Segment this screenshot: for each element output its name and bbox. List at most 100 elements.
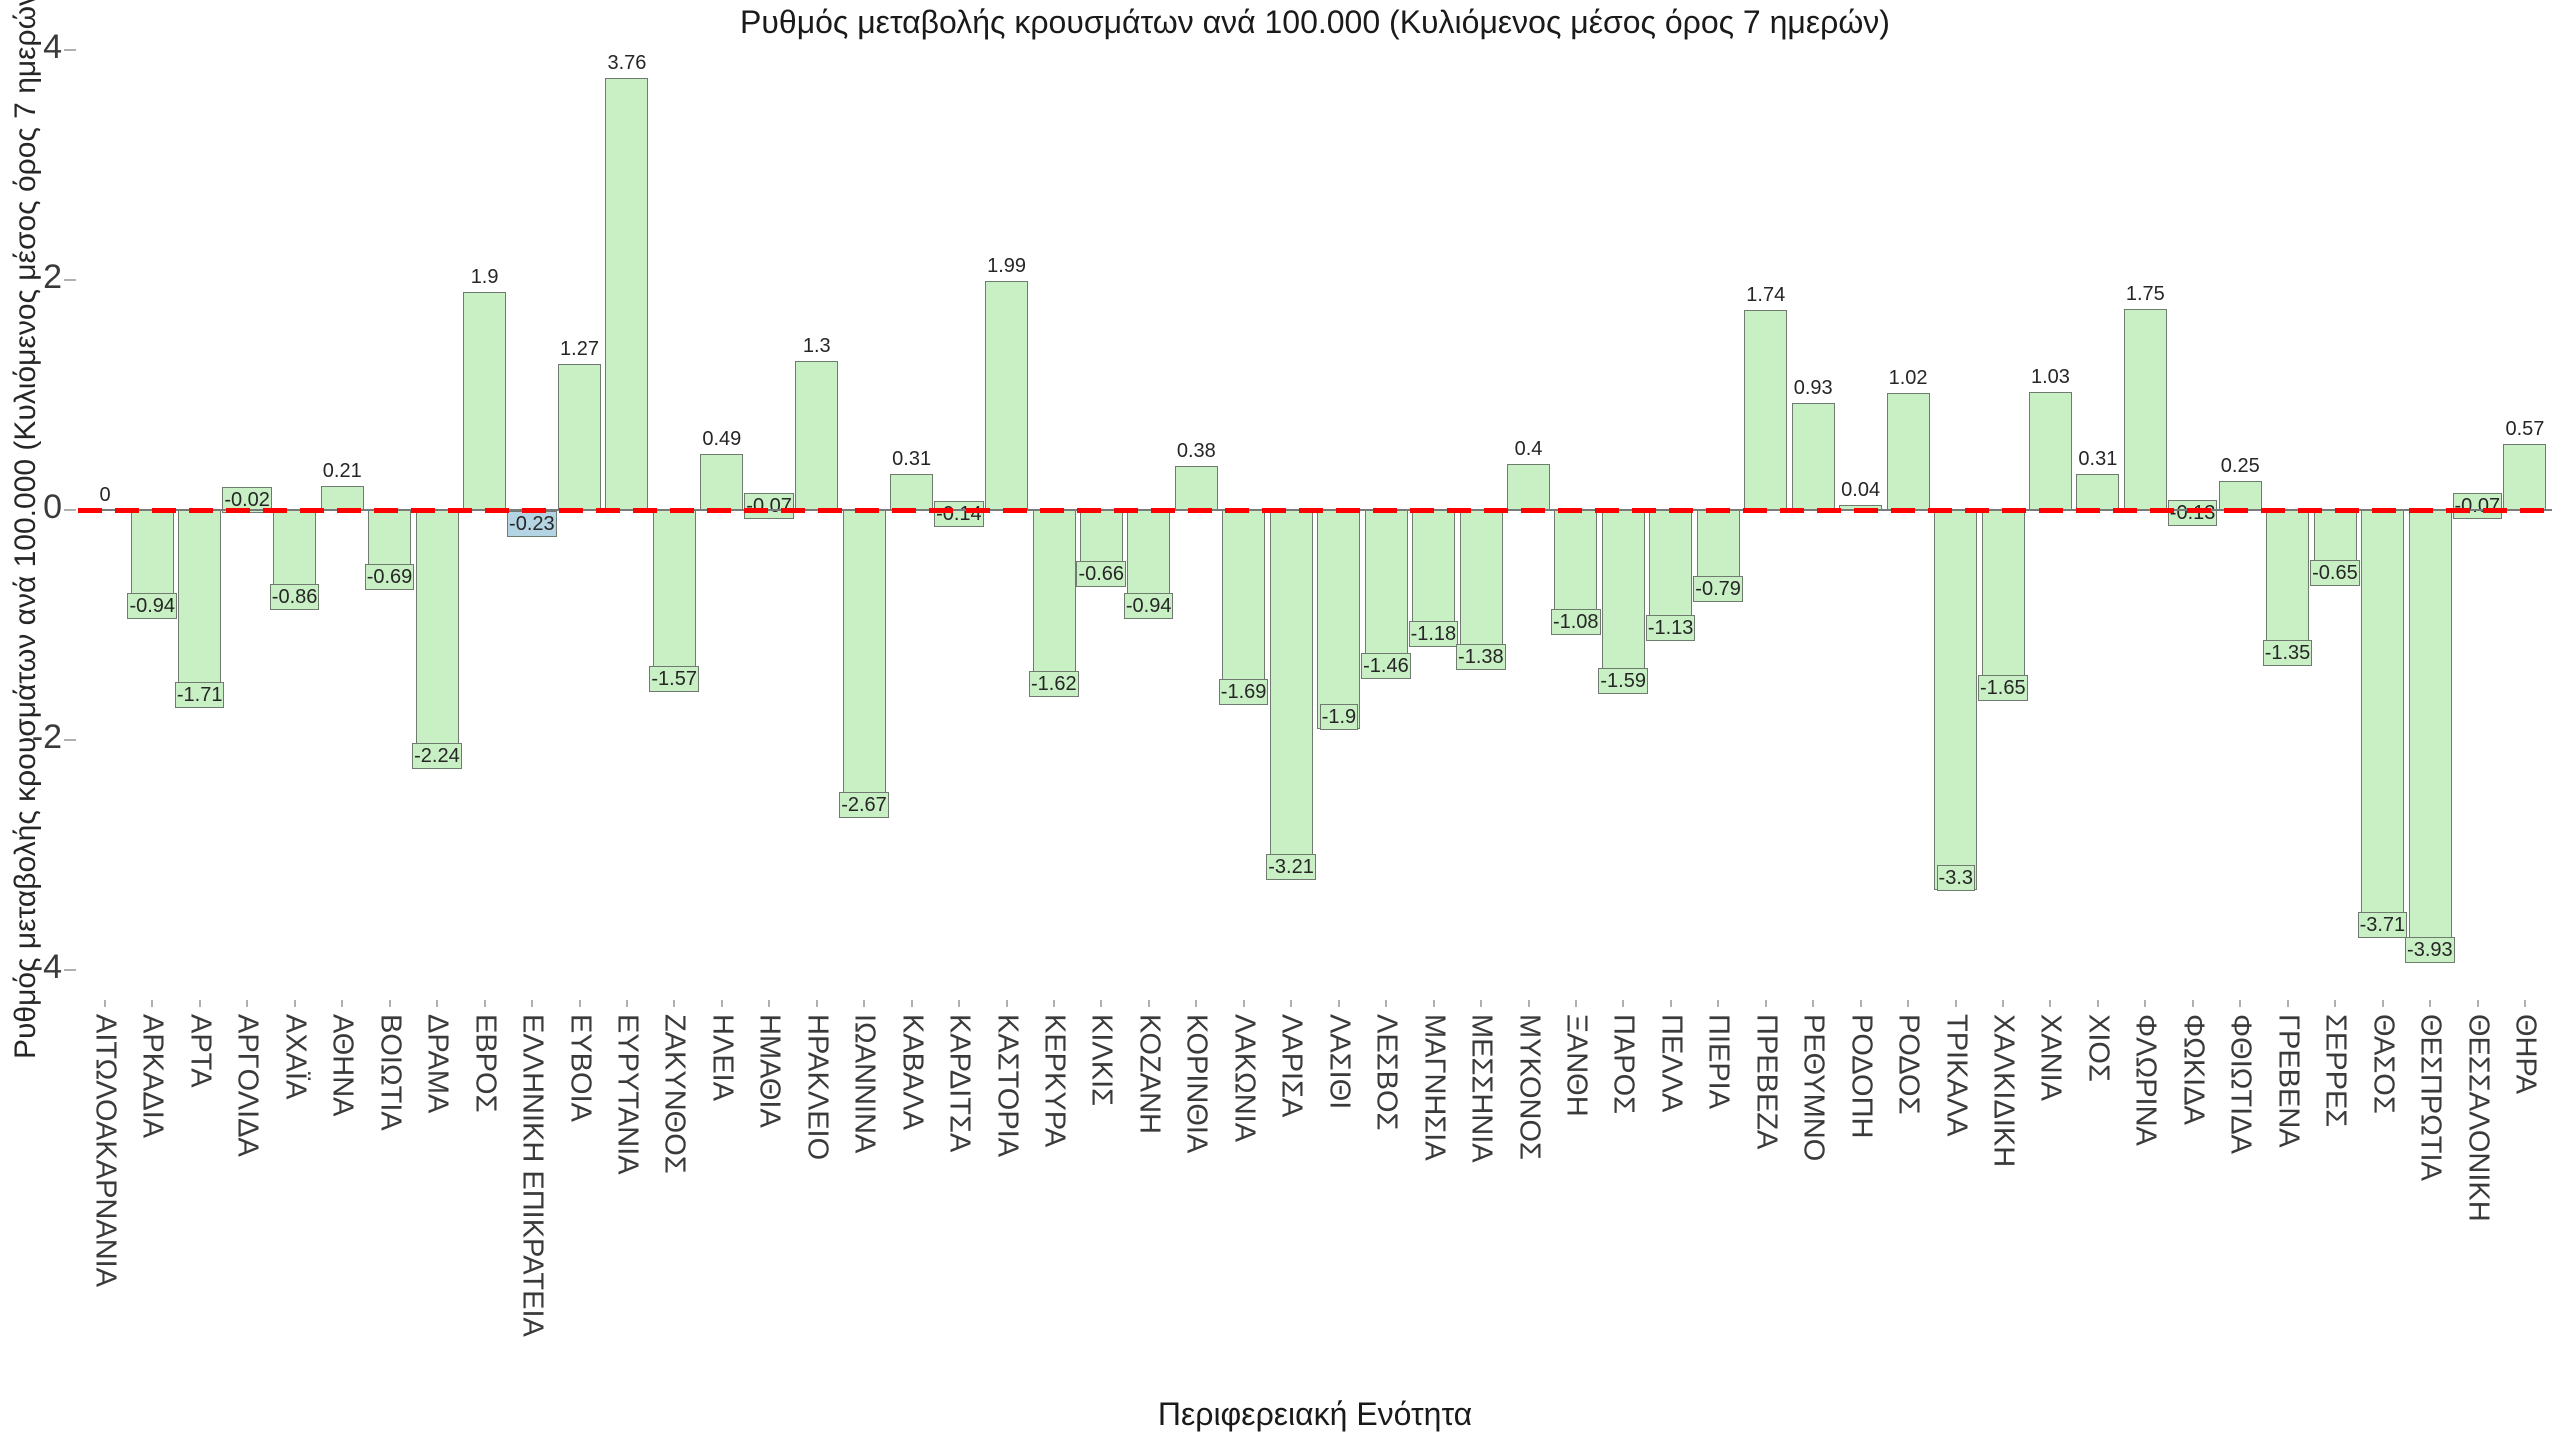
x-tick-mark <box>625 1000 628 1007</box>
reference-line-dashed <box>78 507 2552 513</box>
bar <box>1269 510 1313 880</box>
bar <box>415 510 459 768</box>
x-tick-mark <box>531 1000 534 1007</box>
x-tick-label: ΚΟΖΑΝΗ <box>1133 1014 1166 1134</box>
bar-value-label: -1.9 <box>1319 703 1359 730</box>
x-tick-mark <box>1432 1000 1435 1007</box>
x-tick-label: ΑΙΤΩΛΟΑΚΑΡΝΑΝΙΑ <box>89 1014 122 1288</box>
x-tick-label: ΦΛΩΡΙΝΑ <box>2129 1014 2162 1146</box>
x-tick-mark <box>1622 1000 1625 1007</box>
x-tick-mark <box>720 1000 723 1007</box>
bar-value-label: -0.94 <box>127 593 178 620</box>
x-tick-mark <box>1954 1000 1957 1007</box>
bar-value-label: 0.93 <box>1793 377 1833 400</box>
bar <box>795 360 839 510</box>
x-tick-mark <box>2239 1000 2242 1007</box>
bar <box>985 281 1029 510</box>
bar-value-label: 1.75 <box>2125 282 2165 305</box>
x-tick-label: ΚΑΡΔΙΤΣΑ <box>943 1014 976 1153</box>
bar <box>463 291 507 510</box>
x-tick-mark <box>1242 1000 1245 1007</box>
bar-value-label: 0.25 <box>2220 455 2260 478</box>
bar <box>2028 391 2072 510</box>
x-tick-mark <box>104 1000 106 1007</box>
x-tick-label: ΡΟΔΟΣ <box>1892 1014 1925 1115</box>
bar <box>1032 510 1076 697</box>
x-tick-label: ΑΡΚΑΔΙΑ <box>136 1014 169 1139</box>
y-tick-mark <box>64 969 76 971</box>
bar <box>2076 474 2120 510</box>
bar <box>652 510 696 691</box>
x-tick-mark <box>2334 1000 2337 1007</box>
x-tick-mark <box>1812 1000 1815 1007</box>
bar-value-label: 1.3 <box>802 334 831 357</box>
x-tick-mark <box>2523 1000 2526 1007</box>
x-tick-label: ΘΕΣΣΑΛΟΝΙΚΗ <box>2462 1014 2494 1222</box>
chart-title: Ρυθμός μεταβολής κρουσμάτων ανά 100.000 … <box>740 4 1890 40</box>
x-tick-label: ΜΥΚΟΝΟΣ <box>1513 1014 1545 1160</box>
bar-value-label: -0.65 <box>2310 559 2360 586</box>
bar <box>2361 510 2405 937</box>
bar-value-label: -1.59 <box>1598 667 1648 694</box>
bar-value-label: 3.76 <box>607 51 647 74</box>
x-tick-label: ΧΑΛΚΙΔΙΚΗ <box>1987 1014 2020 1168</box>
bar-value-label: 0.31 <box>2078 448 2118 471</box>
x-tick-mark <box>2429 1000 2432 1007</box>
x-tick-mark <box>246 1000 249 1007</box>
x-tick-mark <box>2381 1000 2384 1007</box>
bar-value-label: 0.57 <box>2505 418 2545 441</box>
bar <box>1981 510 2025 700</box>
x-tick-mark <box>2096 1000 2099 1007</box>
x-tick-label: ΗΛΕΙΑ <box>706 1014 739 1102</box>
x-tick-mark <box>2476 1000 2479 1007</box>
bar-value-label: -1.18 <box>1408 620 1459 647</box>
x-tick-mark <box>768 1000 771 1007</box>
x-tick-label: ΙΩΑΝΝΙΝΑ <box>848 1014 881 1154</box>
bar-value-label: 1.9 <box>470 265 499 288</box>
bar-value-label: -0.07 <box>2452 493 2503 520</box>
bar-value-label: 1.74 <box>1746 283 1786 306</box>
x-tick-mark <box>863 1000 866 1007</box>
x-tick-label: ΞΑΝΘΗ <box>1560 1014 1593 1117</box>
bar <box>1507 464 1550 510</box>
x-axis-title: Περιφερειακή Ενότητα <box>1157 1396 1473 1432</box>
x-tick-mark <box>1195 1000 1198 1007</box>
bar <box>605 77 649 510</box>
x-tick-label: ΘΗΡΑ <box>2509 1014 2542 1095</box>
bar-value-label: -0.79 <box>1693 575 1743 602</box>
x-tick-label: ΗΜΑΘΙΑ <box>753 1014 786 1128</box>
x-tick-label: ΘΕΣΠΡΩΤΙΑ <box>2414 1014 2447 1181</box>
x-tick-label: ΑΘΗΝΑ <box>326 1014 359 1117</box>
bar-value-label: -0.66 <box>1076 560 1127 587</box>
bar-value-label: -0.07 <box>744 493 794 520</box>
x-tick-mark <box>2191 1000 2194 1007</box>
y-tick-label: -2 <box>31 718 62 756</box>
bar-value-label: -1.57 <box>649 665 699 692</box>
bar <box>1886 392 1930 510</box>
x-tick-mark <box>1764 1000 1767 1007</box>
bar <box>2123 308 2167 510</box>
x-tick-label: ΕΒΡΟΣ <box>469 1014 502 1113</box>
bar <box>1317 510 1361 729</box>
x-tick-mark <box>2144 1000 2147 1007</box>
y-tick-mark <box>64 509 76 511</box>
bar-value-label: -3.93 <box>2405 936 2455 963</box>
bar-value-label: 1.02 <box>1888 366 1928 389</box>
x-tick-mark <box>1669 1000 1672 1007</box>
bar <box>1459 510 1503 669</box>
x-tick-label: ΕΥΡΥΤΑΝΙΑ <box>611 1014 644 1175</box>
x-tick-label: ΠΑΡΟΣ <box>1607 1014 1640 1115</box>
bar-value-label: -1.71 <box>174 681 225 708</box>
x-tick-mark <box>958 1000 961 1007</box>
bar <box>1934 510 1978 890</box>
x-tick-mark <box>2002 1000 2004 1007</box>
x-tick-mark <box>673 1000 676 1007</box>
x-tick-label: ΚΑΣΤΟΡΙΑ <box>991 1014 1024 1158</box>
bar-value-label: 0.21 <box>322 459 362 482</box>
bar-value-label: 1.99 <box>987 255 1027 278</box>
x-tick-label: ΖΑΚΥΝΘΟΣ <box>658 1014 691 1174</box>
y-tick-label: 4 <box>43 28 62 66</box>
bar <box>2218 481 2262 510</box>
bar <box>178 510 222 707</box>
